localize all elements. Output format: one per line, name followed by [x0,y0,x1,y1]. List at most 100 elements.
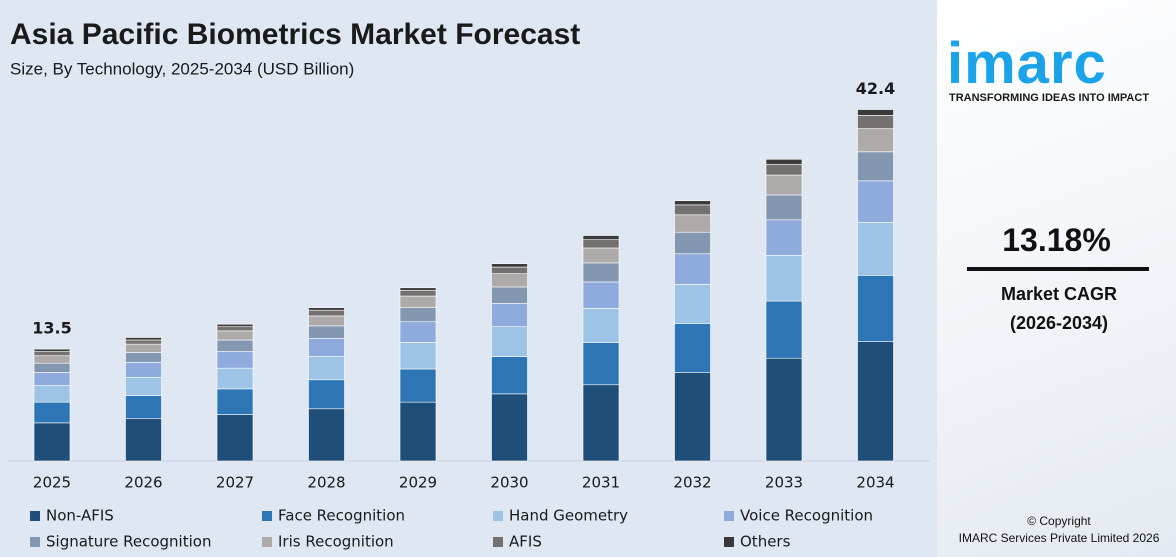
legend-swatch [30,537,40,547]
bar-segment [308,356,345,381]
bar-segment [491,303,528,328]
bar-segment [674,284,711,324]
legend-label: AFIS [509,533,542,551]
bar-segment [765,357,803,462]
bar-segment [674,323,711,373]
bar-segment [674,253,711,285]
legend-label: Signature Recognition [46,533,211,551]
tagline: TRANSFORMING IDEAS INTO IMPACT [949,92,1150,104]
bar-segment [765,194,803,221]
bar-segment [216,339,254,352]
bar-segment [491,356,528,395]
bar-segment [33,362,71,373]
legend-swatch [262,537,272,547]
bar-segment [857,221,894,276]
cagr-period: (2026-2034) [1009,313,1109,333]
bar-segment [765,158,803,165]
bar-segment [765,255,803,302]
bar-segment [308,315,345,327]
cagr-value: 13.18% [1002,222,1111,258]
bar-segment [857,109,894,116]
bar-segment [674,372,711,462]
bar-segment [308,408,345,462]
bar-segment [857,115,894,129]
side-panel: imarc TRANSFORMING IDEAS INTO IMPACT 13.… [937,0,1176,557]
bar-segment [125,362,162,378]
bar-segment [765,300,803,359]
legend-swatch [30,511,40,521]
bar-segment [674,214,711,233]
bar-segment [674,204,711,216]
bar-segment [582,384,620,462]
bar-segment [125,339,162,345]
logo: imarc [947,31,1107,96]
bar-segment [765,174,803,196]
bar-segment [216,330,254,341]
bar-segment [582,247,620,264]
legend-swatch [724,537,734,547]
legend-swatch [493,511,503,521]
bar-segment [582,342,620,386]
legend-label: Voice Recognition [740,507,873,525]
legend-label: Non-AFIS [46,507,114,525]
legend-label: Iris Recognition [278,533,394,551]
legend-label: Others [740,533,791,551]
bar-segment [125,395,162,420]
bar-segment [33,372,71,386]
bar-segment [33,401,71,424]
bar-segment [33,351,71,357]
bar-segment [399,307,437,323]
bar-segment [857,275,894,342]
bar-segment [308,309,345,317]
divider [967,267,1149,271]
bar-segment [491,286,528,304]
x-tick-label: 2029 [399,474,437,492]
x-tick-label: 2026 [124,474,162,492]
x-tick-label: 2025 [33,474,71,492]
bar-segment [491,326,528,357]
legend-swatch [493,537,503,547]
chart: Asia Pacific Biometrics Market Forecast … [8,18,930,551]
bar-segment [308,379,345,410]
bar-segment [33,348,71,352]
chart-title: Asia Pacific Biometrics Market Forecast [10,18,580,51]
bar-segment [582,308,620,343]
bar-segment [308,307,345,311]
bar-segment [491,273,528,288]
bar-segment [399,342,437,370]
bar-segment [399,287,437,291]
copyright-holder: IMARC Services Private Limited 2026 [958,531,1160,545]
legend-swatch [724,511,734,521]
x-tick-label: 2032 [673,474,711,492]
bar-segment [582,239,620,249]
x-tick-label: 2033 [765,474,803,492]
x-tick-label: 2027 [216,474,254,492]
bar-segment [765,219,803,256]
legend-label: Face Recognition [278,507,405,525]
bar-segment [857,341,894,462]
bar-segment [216,326,254,332]
bar-segment [674,200,711,206]
bar-segment [125,418,162,462]
bar-segment [674,231,711,255]
legend-label: Hand Geometry [509,507,628,525]
x-tick-label: 2028 [307,474,345,492]
bar-segment [216,367,254,390]
bar-segment [308,325,345,339]
bar-segment [765,163,803,176]
bar-segment [33,385,71,403]
bar-segment [582,281,620,309]
bar-segment [125,337,162,341]
bar-segment [857,151,894,182]
bar-segment [399,368,437,403]
bar-segment [399,289,437,297]
bar-segment [308,338,345,357]
total-label: 13.5 [32,319,71,338]
bar-segment [216,414,254,462]
bar-segment [399,401,437,462]
bar-segment [33,355,71,364]
bar-segment [857,128,894,153]
bar-segment [491,266,528,274]
bar-segment [582,235,620,240]
